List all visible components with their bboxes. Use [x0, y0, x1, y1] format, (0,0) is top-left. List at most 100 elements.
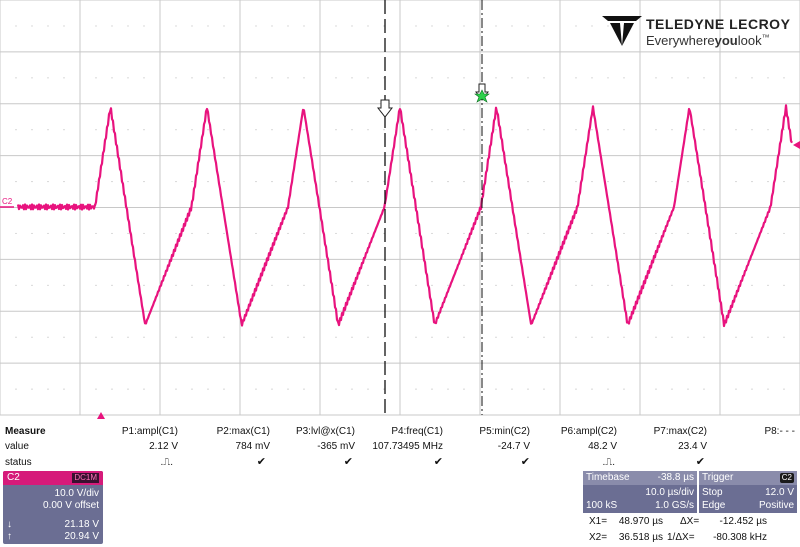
- grid-dot: [63, 232, 65, 235]
- grid-dot: [415, 336, 417, 338]
- grid-dot: [255, 180, 257, 183]
- grid-dot: [95, 388, 97, 390]
- grid-dot: [447, 336, 449, 338]
- grid-dot: [95, 129, 97, 131]
- grid-dot: [207, 336, 209, 338]
- trigger-level-marker-icon[interactable]: [793, 141, 800, 149]
- grid-dot: [447, 388, 449, 390]
- grid-dot: [191, 388, 193, 390]
- grid-dot: [463, 129, 465, 131]
- param-p8-name[interactable]: P8:- - -: [764, 426, 795, 437]
- grid-dot: [287, 232, 289, 235]
- grid-dot: [543, 77, 545, 79]
- param-p5-name[interactable]: P5:min(C2): [479, 426, 530, 437]
- c2-channel-descriptor[interactable]: C2 DC1M 10.0 V/div 0.00 V offset ↓ 21.18…: [3, 471, 103, 544]
- grid-dot: [703, 336, 705, 338]
- grid-dot: [511, 336, 513, 338]
- grid-dot: [463, 180, 465, 183]
- grid-dot: [591, 284, 593, 286]
- grid-dot: [783, 388, 785, 390]
- c2-channel-marker[interactable]: C2: [2, 197, 13, 206]
- tagline-part-2: you: [714, 33, 738, 48]
- param-p1-name[interactable]: P1:ampl(C1): [121, 426, 178, 437]
- grid-dot: [255, 25, 257, 27]
- grid-dot: [751, 129, 753, 131]
- grid-dot: [687, 77, 689, 79]
- grid-dot: [783, 180, 785, 183]
- grid-dot: [751, 388, 753, 390]
- grid-dot: [335, 25, 337, 27]
- grid-dot: [543, 232, 545, 235]
- grid-dot: [207, 25, 209, 27]
- timebase-sample-rate: 1.0 GS/s: [655, 500, 694, 511]
- grid-dot: [447, 284, 449, 286]
- grid-dot: [95, 232, 97, 235]
- trigger-slope: Positive: [758, 500, 794, 511]
- grid-dot: [207, 388, 209, 390]
- grid-dot: [271, 77, 273, 79]
- grid-dot: [223, 388, 225, 390]
- grid-dot: [351, 180, 353, 183]
- grid-dot: [767, 284, 769, 286]
- cursor2-arrow-icon: ↑: [7, 531, 12, 542]
- grid-dot: [415, 232, 417, 235]
- cursor-inv-dx-value: -80.308 kHz: [713, 532, 767, 543]
- grid-dot: [495, 232, 497, 235]
- grid-dot: [735, 77, 737, 79]
- grid-dot: [31, 232, 33, 235]
- grid-dot: [431, 180, 433, 183]
- grid-dot: [511, 25, 513, 27]
- param-p7-name[interactable]: P7:max(C2): [653, 426, 707, 437]
- trigger-position-marker-icon[interactable]: [97, 412, 105, 419]
- grid-dot: [143, 25, 145, 27]
- param-p3-name[interactable]: P3:lvl@x(C1): [295, 426, 355, 437]
- param-p4-value: 107.73495 MHz: [372, 441, 443, 452]
- measure-row-status-label: status: [5, 457, 32, 468]
- cursor-dx-value: -12.452 µs: [719, 516, 767, 527]
- param-p2-name[interactable]: P2:max(C1): [216, 426, 270, 437]
- timebase-descriptor[interactable]: Timebase -38.8 µs 10.0 µs/div 100 kS 1.0…: [583, 471, 697, 513]
- c2-descriptor-label: C2: [7, 472, 20, 483]
- grid-dot: [623, 388, 625, 390]
- grid-dot: [511, 388, 513, 390]
- grid-dot: [783, 336, 785, 338]
- grid-dot: [431, 129, 433, 131]
- grid-dot: [703, 284, 705, 286]
- grid-dot: [143, 336, 145, 338]
- grid-dot: [527, 336, 529, 338]
- grid-dot: [591, 77, 593, 79]
- grid-dot: [47, 77, 49, 79]
- grid-dot: [15, 232, 17, 235]
- grid-dot: [671, 180, 673, 183]
- grid-dot: [447, 232, 449, 235]
- param-p4-name[interactable]: P4:freq(C1): [391, 426, 443, 437]
- grid-dot: [223, 336, 225, 338]
- grid-dot: [175, 232, 177, 235]
- c2-cursor1-value: 21.18 V: [64, 519, 99, 530]
- grid-dot: [655, 284, 657, 286]
- grid-dot: [255, 388, 257, 390]
- grid-dot: [575, 77, 577, 79]
- grid-dot: [191, 284, 193, 286]
- grid-dot: [95, 284, 97, 286]
- cursor-x2-label: X2=: [589, 532, 608, 543]
- grid-dot: [63, 284, 65, 286]
- measure-header: Measure: [5, 426, 46, 437]
- grid-dot: [767, 129, 769, 131]
- grid-dot: [191, 336, 193, 338]
- grid-dot: [607, 77, 609, 79]
- grid-dot: [383, 284, 385, 286]
- param-p6-name[interactable]: P6:ampl(C2): [560, 426, 617, 437]
- grid-dot: [767, 388, 769, 390]
- grid-dot: [767, 336, 769, 338]
- trigger-descriptor[interactable]: Trigger C2 Stop 12.0 V Edge Positive: [699, 471, 797, 513]
- grid-dot: [127, 388, 129, 390]
- grid-dot: [31, 336, 33, 338]
- grid-dot: [431, 77, 433, 79]
- waveform-display[interactable]: C2: [0, 0, 800, 420]
- grid-dot: [431, 388, 433, 390]
- grid-dot: [447, 25, 449, 27]
- grid-dot: [383, 388, 385, 390]
- grid-dot: [751, 336, 753, 338]
